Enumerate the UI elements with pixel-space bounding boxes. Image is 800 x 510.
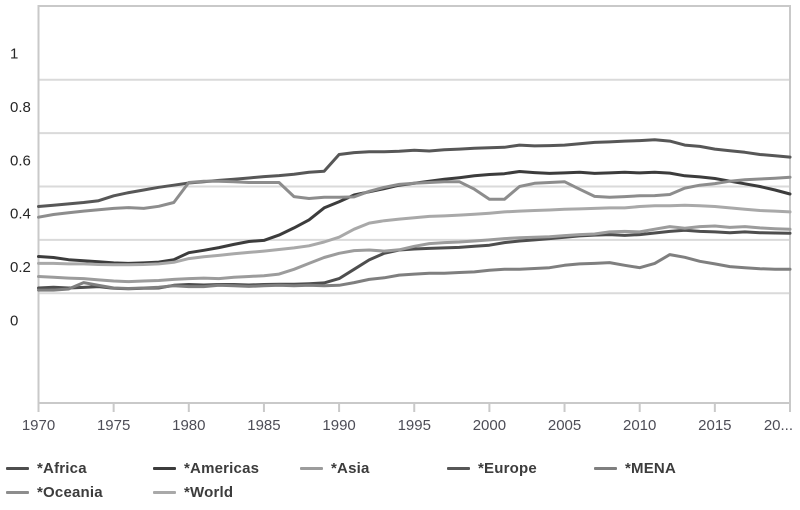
x-tick-label: 2010 [623, 417, 656, 434]
legend-item-americas[interactable]: *Americas [153, 460, 300, 477]
chart-area: 1 0.8 0.6 0.4 0.2 0 1970 1975 1980 1985 1990 1995 20… [10, 5, 793, 434]
legend-item-world[interactable]: *World [153, 484, 300, 501]
y-tick-label: 0.6 [10, 152, 31, 169]
legend-label: *Americas [184, 460, 260, 477]
legend-swatch-icon [153, 491, 176, 494]
line-chart-canvas: 1 0.8 0.6 0.4 0.2 0 1970 1975 1980 1985 1990 1995 20… [10, 5, 793, 434]
legend-item-africa[interactable]: *Africa [6, 460, 153, 477]
legend-swatch-icon [6, 491, 29, 494]
y-tick-label: 0.2 [10, 259, 31, 276]
y-tick-label: 0.4 [10, 206, 31, 223]
x-tick-label: 2000 [473, 417, 506, 434]
legend-label: *World [184, 484, 234, 501]
legend-item-europe[interactable]: *Europe [447, 460, 594, 477]
y-tick-label: 1 [10, 46, 18, 63]
legend-item-mena[interactable]: *MENA [594, 460, 741, 477]
series-line-asia[interactable] [37, 224, 792, 284]
legend-label: *Oceania [37, 484, 103, 501]
legend-label: *Europe [478, 460, 537, 477]
x-tick-label: 1990 [322, 417, 355, 434]
series-line-world[interactable] [37, 203, 792, 267]
legend-swatch-icon [300, 467, 323, 470]
y-tick-label: 0 [10, 313, 18, 330]
series-line-europe[interactable] [37, 138, 792, 208]
y-tick-label: 0.8 [10, 99, 31, 116]
legend-swatch-icon [447, 467, 470, 470]
x-tick-label: 1980 [172, 417, 205, 434]
legend-swatch-icon [6, 467, 29, 470]
chart-legend: *Africa *Americas *Asia *Europe *MENA *Oceani… [6, 460, 798, 501]
x-tick-label: 2005 [548, 417, 581, 434]
x-tick-label: 1985 [247, 417, 280, 434]
legend-item-oceania[interactable]: *Oceania [6, 484, 153, 501]
x-tick-label: 1995 [398, 417, 431, 434]
legend-item-asia[interactable]: *Asia [300, 460, 447, 477]
series-line-oceania[interactable] [37, 175, 792, 219]
x-tick-label: 1975 [97, 417, 130, 434]
legend-swatch-icon [594, 467, 617, 470]
legend-swatch-icon [153, 467, 176, 470]
legend-label: *MENA [625, 460, 677, 477]
x-tick-label: 2015 [698, 417, 731, 434]
x-tick-label: 20... [764, 417, 793, 434]
legend-label: *Asia [331, 460, 370, 477]
plot-border [37, 5, 791, 404]
x-tick-label: 1970 [22, 417, 55, 434]
series-line-mena[interactable] [37, 253, 792, 292]
legend-label: *Africa [37, 460, 87, 477]
